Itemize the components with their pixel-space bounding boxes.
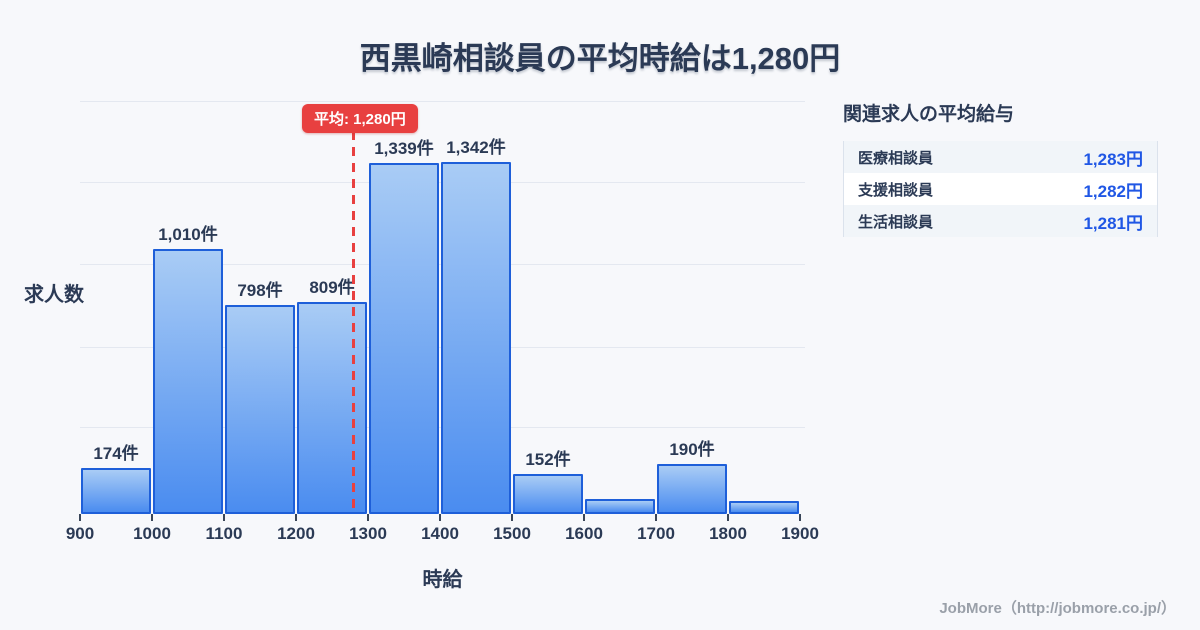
axis-tick [223,514,225,521]
bar-value-label: 152件 [525,450,571,469]
axis-tick-label: 1000 [133,524,171,543]
axis-tick [799,514,801,521]
axis-tick-label: 1500 [493,524,531,543]
bar-value-label: 190件 [669,440,715,459]
axis-tick [655,514,657,521]
bar-value-label: 1,342件 [446,138,506,157]
histogram-bar [441,162,511,514]
bar-value-label: 798件 [237,281,283,300]
axis-tick [511,514,513,521]
bar-value-label: 1,010件 [158,225,218,244]
job-name: 支援相談員 [858,181,934,199]
table-row: 支援相談員 1,282円 [844,173,1157,205]
mean-value-badge: 平均: 1,280円 [302,104,418,133]
histogram-bar [369,163,439,514]
page-title: 西黒崎相談員の平均時給は1,280円 [359,41,841,76]
axis-tick [727,514,729,521]
axis-tick-label: 1200 [277,524,315,543]
job-wage: 1,283円 [1083,149,1143,169]
related-jobs-panel-title: 関連求人の平均給与 [843,104,1015,125]
axis-tick-label: 1100 [205,524,243,543]
job-wage: 1,282円 [1083,181,1143,201]
histogram-plot-area: 174件 1,010件 798件 809件 1,339件 1,342件 152件 190件 90… [66,101,819,543]
histogram-bar [729,501,799,514]
bar-value-label: 174件 [93,444,139,463]
bar-value-label: 1,339件 [374,139,434,158]
histogram-bar [225,305,295,514]
axis-tick [79,514,81,521]
histogram-bar [297,302,367,514]
x-axis-label: 時給 [422,569,463,591]
histogram-bar [81,468,151,514]
histogram-bar [513,474,583,514]
mean-dashed-line [352,131,356,514]
axis-tick [151,514,153,521]
axis-tick [367,514,369,521]
histogram-bar [585,499,655,514]
axis-tick [295,514,297,521]
job-name: 生活相談員 [858,213,934,231]
y-axis-label: 求人数 [24,284,84,306]
axis-tick-label: 1900 [781,524,819,543]
table-row: 医療相談員 1,283円 [844,141,1157,173]
job-name: 医療相談員 [858,149,934,167]
related-jobs-table: 医療相談員 1,283円 支援相談員 1,282円 生活相談員 1,281円 [843,141,1158,237]
gridline [80,101,805,102]
site-credit: JobMore（http://jobmore.co.jp/） [939,600,1176,617]
histogram-bar [153,249,223,514]
bar-value-label: 809件 [309,278,355,297]
axis-tick-label: 1800 [709,524,747,543]
histogram-bar [657,464,727,514]
axis-tick [583,514,585,521]
table-row: 生活相談員 1,281円 [844,205,1157,237]
axis-tick-label: 1400 [421,524,459,543]
axis-tick-label: 1300 [349,524,387,543]
axis-tick-label: 900 [65,524,95,543]
job-wage: 1,281円 [1083,213,1143,233]
axis-tick-label: 1700 [637,524,675,543]
axis-tick-label: 1600 [565,524,603,543]
axis-tick [439,514,441,521]
